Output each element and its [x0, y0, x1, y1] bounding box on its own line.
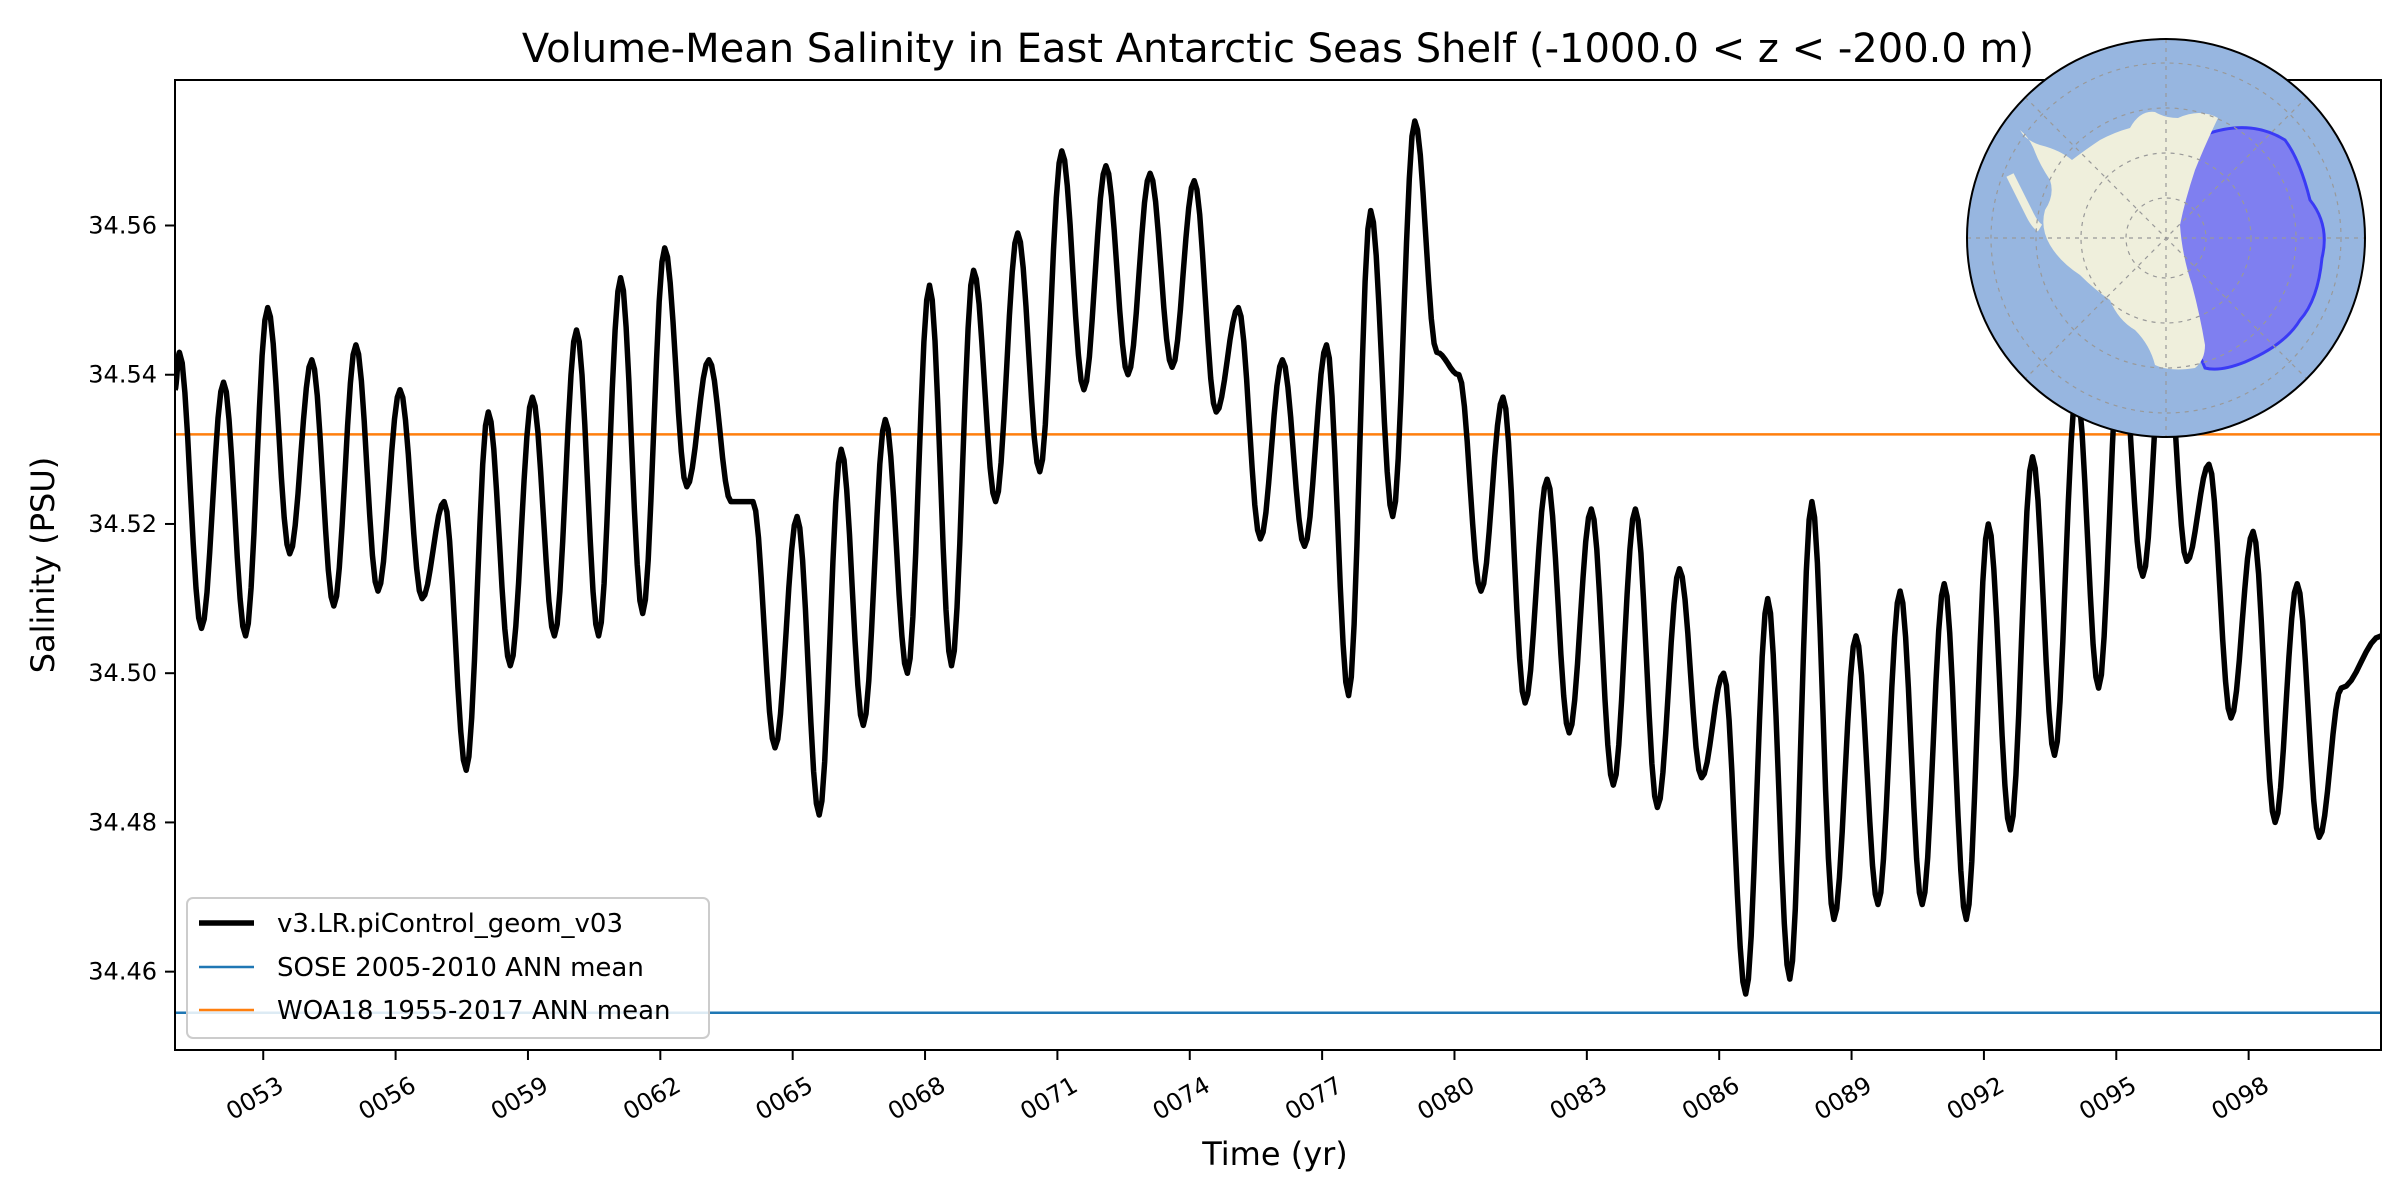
legend-label-woa18: WOA18 1955-2017 ANN mean	[277, 996, 671, 1026]
x-tick-label: 0098	[2207, 1071, 2274, 1126]
x-tick-label: 0065	[751, 1071, 818, 1126]
y-tick-label: 34.52	[88, 510, 157, 538]
series-line-piControl	[175, 118, 2381, 997]
y-axis-label: Salinity (PSU)	[24, 457, 62, 674]
y-tick-label: 34.54	[88, 361, 157, 389]
x-tick-label: 0053	[221, 1071, 288, 1126]
x-tick-label: 0092	[1942, 1071, 2009, 1126]
map-graticule	[1967, 39, 2365, 437]
inset-border	[1966, 38, 2366, 438]
antarctic-continent	[2020, 111, 2218, 370]
legend-label-piControl: v3.LR.piControl_geom_v03	[277, 909, 623, 939]
y-tick-label: 34.48	[88, 808, 157, 836]
y-axis: 34.46 34.48 34.50 34.52 34.54 34.56	[88, 212, 175, 986]
chart-title: Volume-Mean Salinity in East Antarctic S…	[522, 26, 2034, 72]
antarctic-peninsula	[2006, 173, 2043, 232]
x-axis: 0053 0056 0059 0062 0065 0068 0071 0074 0077 0080…	[221, 1050, 2274, 1126]
y-tick-label: 34.46	[88, 958, 157, 986]
x-tick-label: 0080	[1413, 1071, 1480, 1126]
x-tick-label: 0077	[1280, 1071, 1347, 1126]
x-tick-label: 0068	[883, 1071, 950, 1126]
x-tick-label: 0089	[1810, 1071, 1877, 1126]
x-tick-label: 0059	[486, 1071, 553, 1126]
y-tick-label: 34.56	[88, 212, 157, 240]
x-tick-label: 0074	[1148, 1071, 1215, 1126]
x-tick-label: 0062	[618, 1071, 685, 1126]
legend-label-sose: SOSE 2005-2010 ANN mean	[277, 953, 644, 983]
legend-box	[186, 897, 710, 1039]
x-tick-label: 0095	[2074, 1071, 2141, 1126]
x-tick-label: 0086	[1677, 1071, 1744, 1126]
plot-frame	[174, 79, 2382, 1051]
antarctic-region-inset-map	[1966, 38, 2366, 438]
y-tick-label: 34.50	[88, 659, 157, 687]
x-tick-label: 0083	[1545, 1071, 1612, 1126]
legend: v3.LR.piControl_geom_v03 SOSE 2005-2010 …	[186, 897, 710, 1039]
x-axis-label: Time (yr)	[1201, 1135, 1348, 1173]
x-tick-label: 0056	[354, 1071, 421, 1126]
x-tick-label: 0071	[1016, 1071, 1083, 1126]
